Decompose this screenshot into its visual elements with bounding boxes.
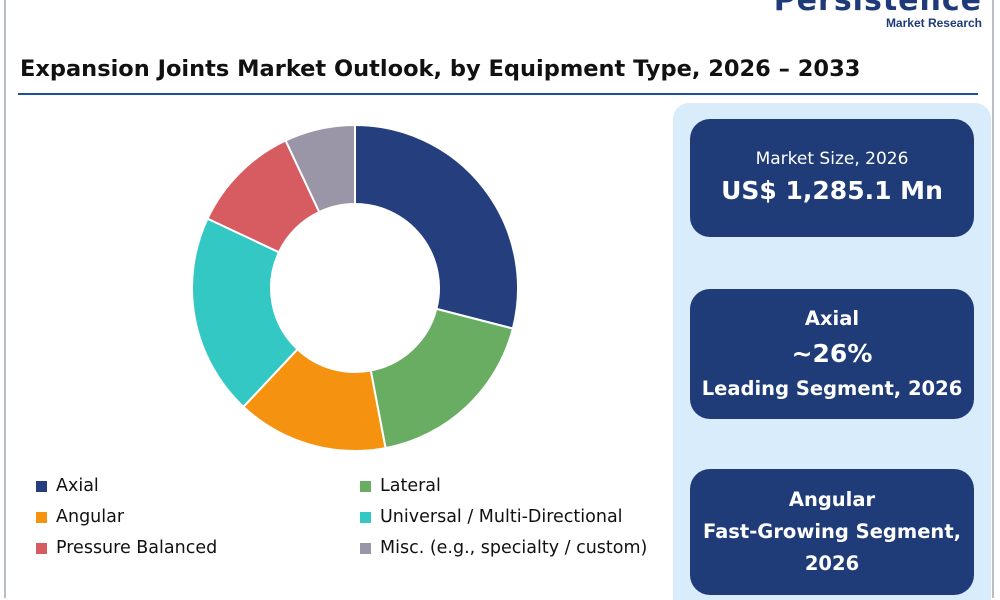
fast-growing-label-1: Fast-Growing Segment,: [702, 520, 962, 543]
legend-label: Axial: [56, 476, 99, 496]
donut-slice-axial: [354, 123, 519, 330]
logo-subtitle: Market Research: [885, 16, 982, 30]
leading-segment-label: Leading Segment, 2026: [701, 377, 963, 400]
market-size-label: Market Size, 2026: [755, 149, 909, 169]
legend-swatch: [360, 480, 371, 492]
leading-segment-name: Axial: [804, 307, 860, 330]
logo-wordmark: Persistence: [773, 0, 982, 18]
legend-item-axial: Axial: [36, 476, 99, 496]
legend-swatch: [36, 480, 47, 492]
legend-label: Angular: [56, 507, 125, 527]
legend-item-universal-multi-directional: Universal / Multi-Directional: [360, 507, 623, 527]
market-size-value: US$ 1,285.1 Mn: [721, 176, 943, 205]
legend-label: Pressure Balanced: [56, 538, 218, 558]
donut-slice-misc-e-g-specialty-custom: [284, 123, 356, 214]
leading-segment-card: Axial ~26% Leading Segment, 2026: [690, 289, 974, 419]
donut-slice-lateral: [369, 307, 515, 450]
summary-panel: Market Size, 2026 US$ 1,285.1 Mn Axial ~…: [673, 103, 991, 600]
donut-slice-universal-multi-directional: [191, 217, 299, 409]
legend-item-misc-e-g-specialty-custom: Misc. (e.g., specialty / custom): [360, 538, 647, 558]
legend-label: Universal / Multi-Directional: [380, 507, 623, 527]
chart-frame: [4, 0, 994, 598]
legend-item-angular: Angular: [36, 507, 124, 527]
legend-label: Lateral: [380, 476, 441, 496]
legend-item-lateral: Lateral: [360, 476, 441, 496]
legend-item-pressure-balanced: Pressure Balanced: [36, 538, 217, 558]
legend-swatch: [36, 511, 47, 523]
page-title: Expansion Joints Market Outlook, by Equi…: [20, 56, 861, 82]
chart-legend: Axial Lateral Angular Universal / Multi-Dir…: [36, 476, 676, 576]
fast-growing-card: Angular Fast-Growing Segment, 2026: [690, 469, 974, 595]
fast-growing-name: Angular: [788, 488, 876, 511]
fast-growing-label-2: 2026: [804, 552, 860, 575]
market-size-card: Market Size, 2026 US$ 1,285.1 Mn: [690, 119, 974, 237]
brand-logo: Persistence Market Research: [774, 0, 982, 30]
legend-label: Misc. (e.g., specialty / custom): [380, 538, 648, 558]
donut-chart: [191, 123, 519, 452]
legend-swatch: [36, 542, 47, 554]
legend-swatch: [360, 511, 371, 523]
leading-segment-share: ~26%: [791, 339, 873, 368]
title-underline: [18, 93, 978, 95]
legend-swatch: [360, 542, 371, 554]
